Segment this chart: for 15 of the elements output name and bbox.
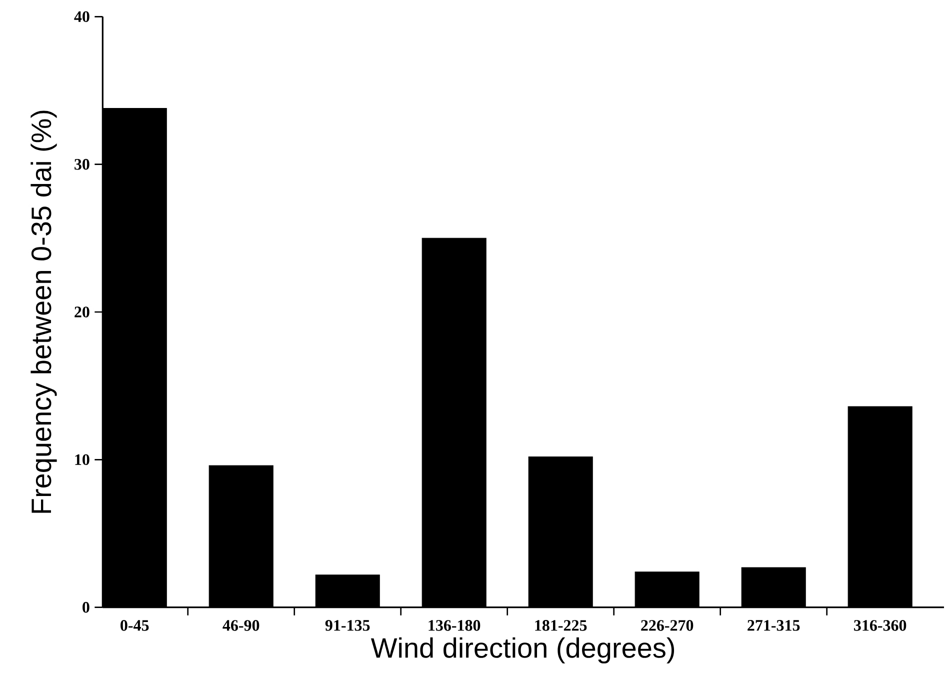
y-tick-label: 30 bbox=[74, 158, 90, 170]
x-tick-label: 136-180 bbox=[428, 620, 480, 631]
x-tick-label: 46-90 bbox=[222, 620, 260, 631]
x-tick-label: 0-45 bbox=[120, 620, 149, 631]
y-tick-label: 0 bbox=[82, 602, 90, 613]
x-tick-label: 271-315 bbox=[748, 620, 800, 631]
y-tick-label: 40 bbox=[74, 11, 90, 22]
x-axis-title: Wind direction (degrees) bbox=[370, 637, 674, 664]
x-tick-label: 91-135 bbox=[325, 620, 370, 631]
x-tick-label: 316-360 bbox=[854, 620, 906, 631]
x-tick-label: 181-225 bbox=[535, 620, 587, 631]
y-tick-label: 20 bbox=[74, 306, 90, 318]
y-axis-title: Frequency between 0-35 dai (%) bbox=[30, 110, 57, 513]
x-tick-label: 226-270 bbox=[641, 620, 694, 631]
y-tick-label: 10 bbox=[75, 454, 90, 466]
